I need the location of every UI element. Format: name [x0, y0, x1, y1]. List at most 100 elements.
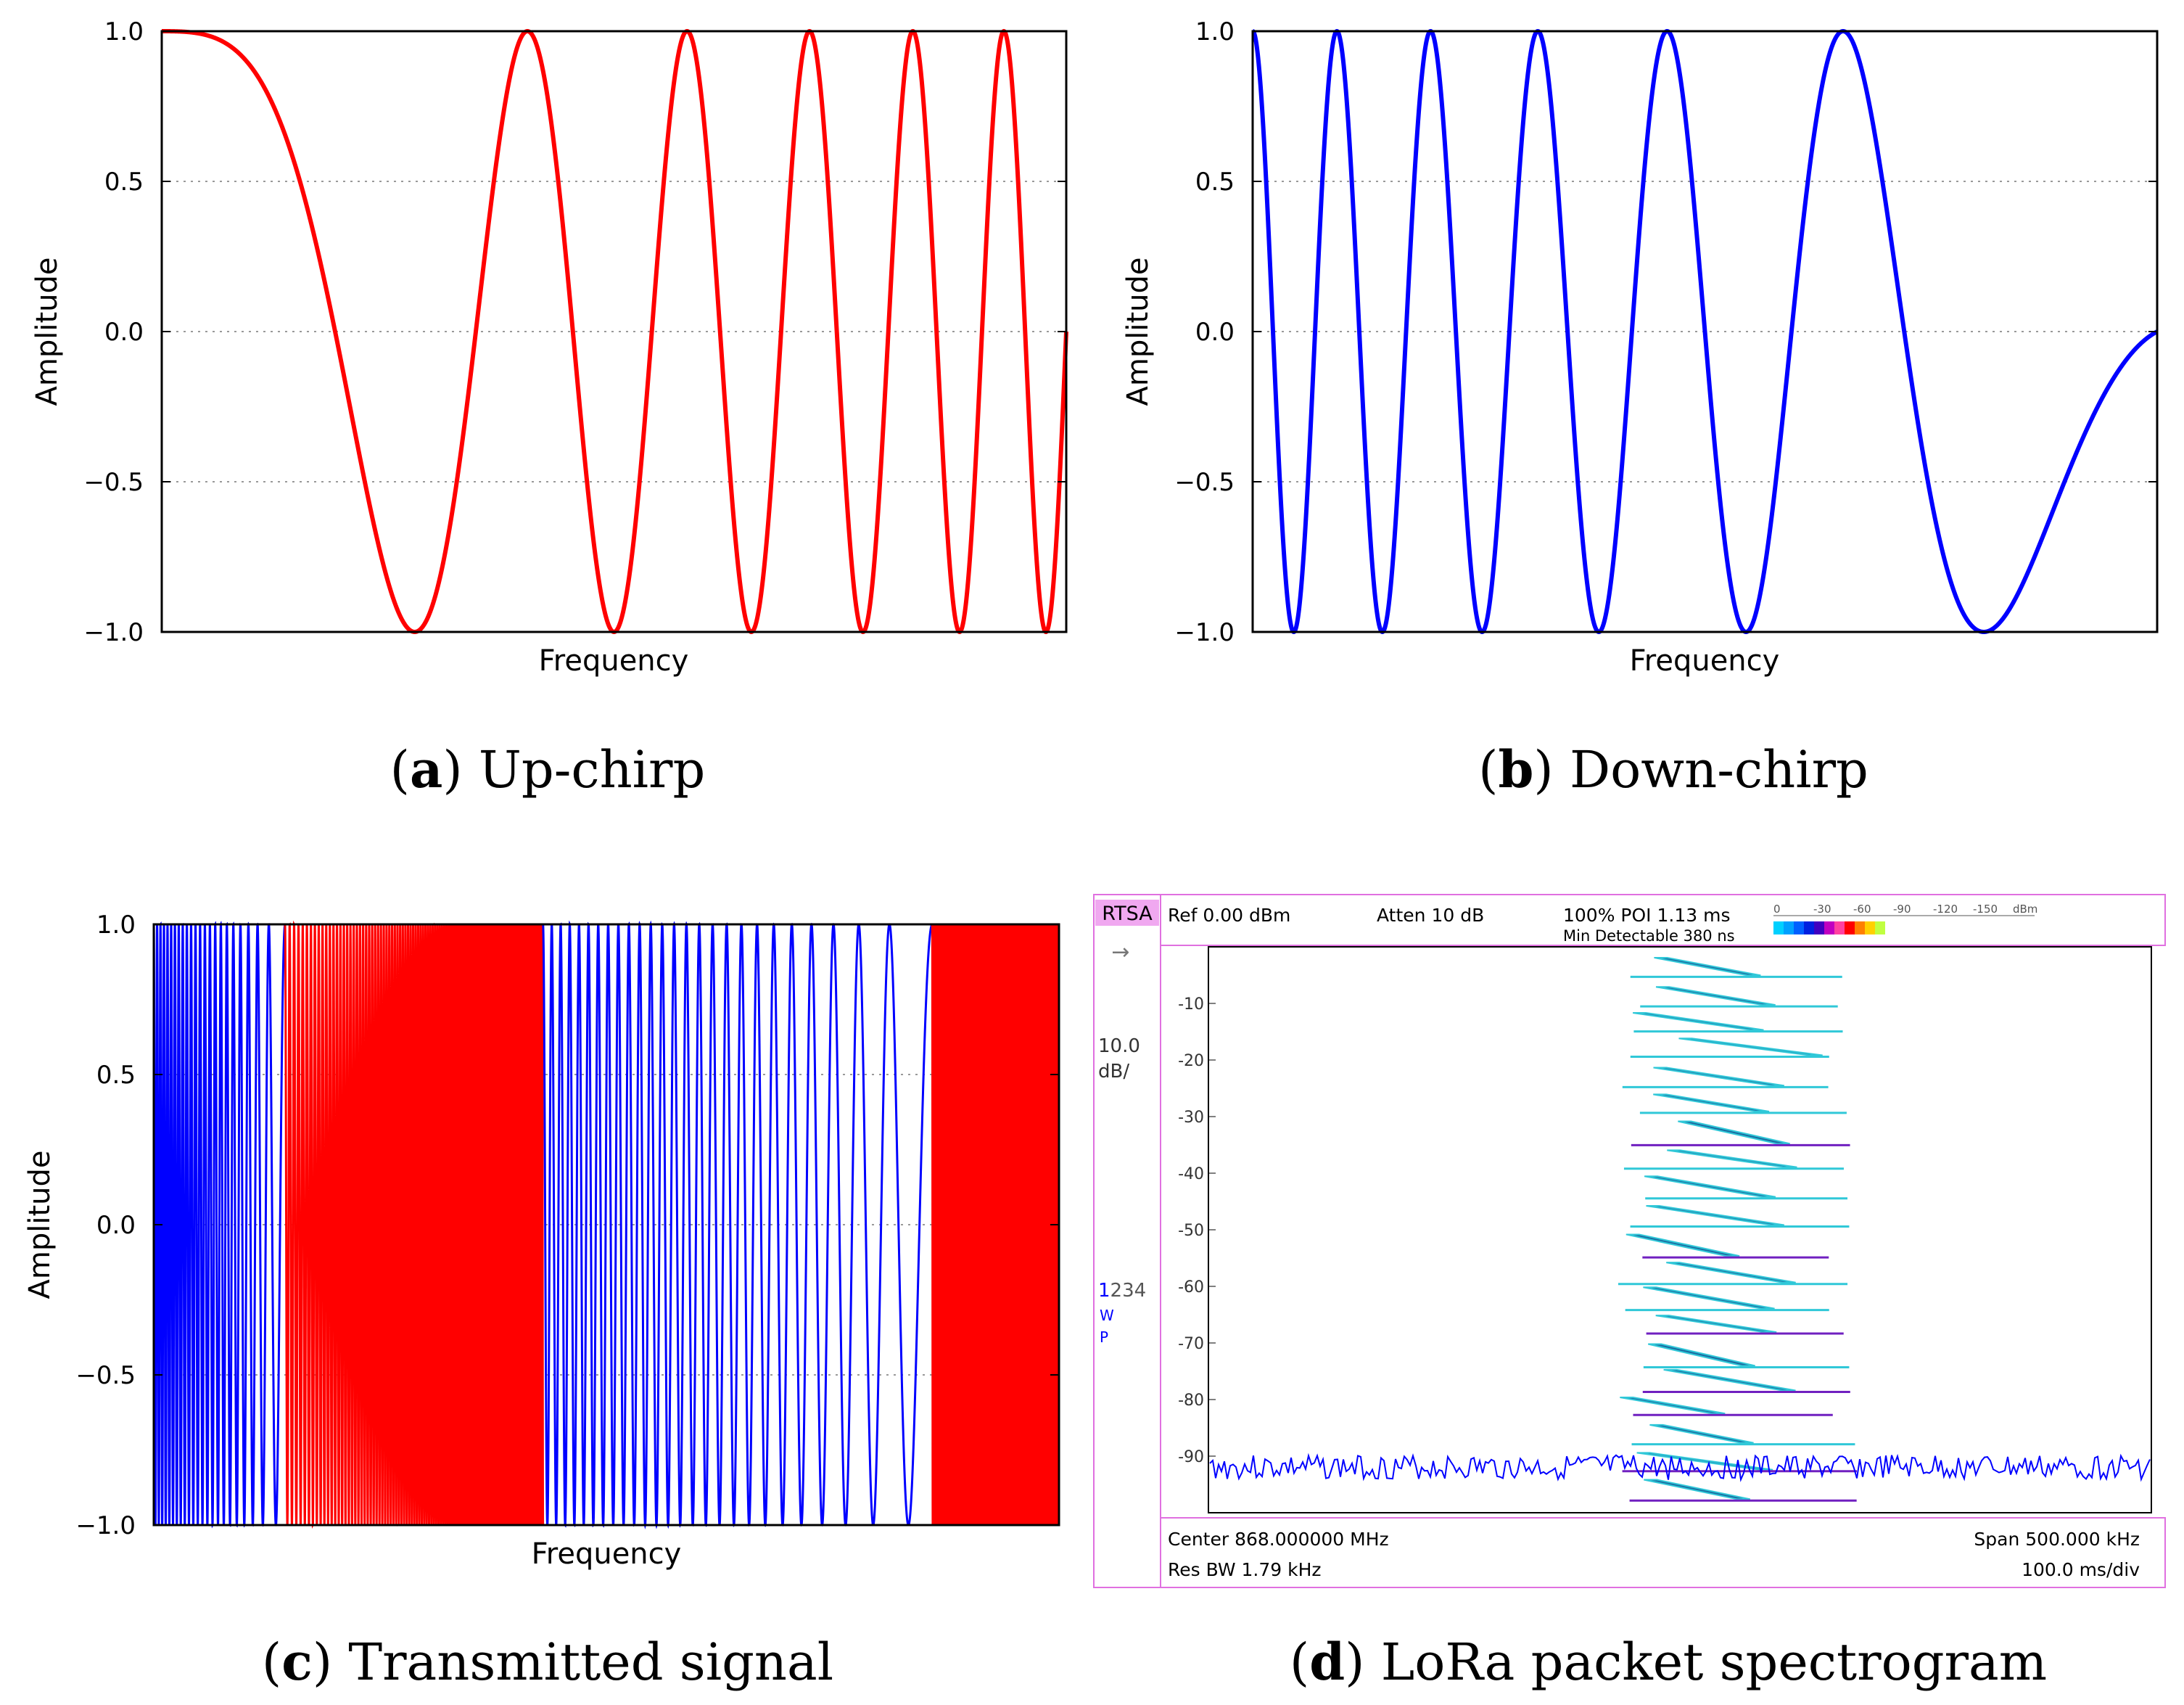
spectrogram-y-tick-label: -80 — [1178, 1392, 1204, 1410]
up-chirp-curve — [162, 28, 1068, 635]
x-axis-label: Frequency — [539, 644, 689, 678]
chirp-symbol — [1667, 1149, 1797, 1168]
mode-badge — [1095, 900, 1159, 926]
caption-a: (a) Up-chirp — [390, 739, 706, 800]
panel-transmitted-signal: 1.0 0.5 0.0 −0.5 −1.0 Frequency Amplitud… — [23, 911, 1060, 1692]
spectrogram-y-tick-label: -10 — [1178, 995, 1204, 1014]
trace-p-label: P — [1100, 1328, 1108, 1346]
attenuation: Atten 10 dB — [1377, 905, 1484, 926]
chirp-symbol — [1666, 1262, 1796, 1283]
signal-segment-3 — [542, 920, 934, 1529]
signal-segment-1 — [152, 920, 287, 1529]
center-frequency: Center 868.000000 MHz — [1168, 1529, 1389, 1550]
down-chirp-curve — [1251, 28, 2159, 635]
chirp-symbol — [1654, 956, 1761, 977]
caption-c: (c) Transmitted signal — [262, 1632, 833, 1692]
y-tick-marks — [162, 30, 1066, 633]
chirp-symbol — [1643, 1286, 1775, 1310]
y-tick-label: −0.5 — [83, 468, 144, 497]
chirp-symbol — [1649, 1423, 1754, 1444]
colorbar-swatch — [1784, 921, 1794, 934]
colorbar-swatch — [1804, 921, 1814, 934]
chirp-symbol — [1655, 1315, 1777, 1334]
y-tick-label: −1.0 — [75, 1511, 136, 1540]
x-axis-label: Frequency — [532, 1537, 682, 1571]
spectrogram-y-tick-label: -90 — [1178, 1448, 1204, 1466]
chirp-symbol — [1644, 1175, 1776, 1198]
spectrogram-y-tick-label: -20 — [1178, 1052, 1204, 1070]
chirp-symbol — [1625, 1233, 1740, 1257]
y-tick-label: −1.0 — [1174, 618, 1235, 647]
spectrogram-y-tick-label: -40 — [1178, 1165, 1204, 1183]
colorbar-label: -150 — [1973, 903, 1998, 916]
trace-indicators: 1234 — [1098, 1280, 1146, 1302]
colorbar-label: dBm — [2013, 903, 2037, 916]
x-axis-label: Frequency — [1630, 644, 1780, 678]
time-per-division: 100.0 ms/div — [2022, 1559, 2140, 1580]
chirp-symbol — [1663, 1368, 1796, 1392]
chirp-symbol — [1620, 1397, 1726, 1415]
poi-readout: 100% POI 1.13 ms — [1563, 905, 1730, 926]
y-tick-label: 0.0 — [1195, 318, 1235, 347]
spectrogram-y-tick-label: -30 — [1178, 1109, 1204, 1127]
colorbar-swatch — [1845, 921, 1855, 934]
spectrogram-y-tick-label: -70 — [1178, 1335, 1204, 1353]
y-tick-label: 1.0 — [96, 911, 136, 940]
colorbar-swatch — [1814, 921, 1824, 934]
ref-level: Ref 0.00 dBm — [1168, 905, 1290, 926]
colorbar-swatch — [1794, 921, 1804, 934]
chirp-symbol — [1655, 986, 1776, 1006]
transmitted-signal-curves — [152, 920, 1060, 1529]
frame-top-bar — [1160, 894, 2166, 946]
arrow-icon: → — [1111, 940, 1129, 965]
trace-w-label: W — [1100, 1307, 1114, 1324]
spectrogram-y-tick-label: -50 — [1178, 1222, 1204, 1240]
chirp-symbol — [1644, 1479, 1751, 1500]
chirp-symbol — [1633, 1011, 1764, 1031]
scale-unit: dB/ — [1098, 1061, 1129, 1082]
y-tick-marks — [1253, 30, 2157, 633]
colorbar-swatch — [1875, 921, 1885, 934]
spectrogram-y-ticks: -10 -20 -30 -40 -50 -60 -70 -80 -90 — [1178, 995, 1216, 1466]
signal-segment-4 — [931, 924, 1060, 1527]
caption-b: (b) Down-chirp — [1478, 739, 1868, 800]
panel-up-chirp: 1.0 0.5 0.0 −0.5 −1.0 Frequency Amplitud… — [30, 17, 1068, 800]
colorbar-swatch — [1855, 921, 1865, 934]
spectrogram-y-tick-label: -60 — [1178, 1278, 1204, 1297]
resolution-bandwidth: Res BW 1.79 kHz — [1168, 1559, 1322, 1580]
spectrogram-chirps — [1618, 956, 1857, 1502]
y-axis-label: Amplitude — [23, 1151, 57, 1299]
mode-label: RTSA — [1102, 903, 1153, 925]
axes-frame — [160, 30, 1068, 633]
chirp-symbol — [1646, 1204, 1784, 1226]
y-tick-label: 0.5 — [104, 168, 144, 197]
y-tick-label: 0.5 — [96, 1061, 136, 1090]
signal-segment-2 — [284, 920, 545, 1529]
y-tick-label: 1.0 — [104, 17, 144, 46]
colorbar-label: -90 — [1893, 903, 1911, 916]
y-axis-label: Amplitude — [30, 258, 64, 406]
y-tick-label: 1.0 — [1195, 17, 1235, 46]
frame-left-bar — [1093, 894, 1161, 1588]
y-tick-label: −0.5 — [1174, 468, 1235, 497]
span: Span 500.000 kHz — [1974, 1529, 2140, 1550]
colorbar-swatch — [1865, 921, 1875, 934]
spectrogram-plot-area — [1208, 946, 2152, 1513]
colorbar-swatch — [1773, 921, 1784, 934]
min-detectable: Min Detectable 380 ns — [1563, 927, 1735, 945]
colorbar-label: -30 — [1813, 903, 1831, 916]
colorbar-label: 0 — [1773, 903, 1781, 916]
chirp-symbol — [1647, 1343, 1755, 1367]
caption-d: (d) LoRa packet spectrogram — [1290, 1632, 2047, 1692]
y-axis-label: Amplitude — [1121, 258, 1155, 406]
y-tick-label: −1.0 — [83, 618, 144, 647]
chirp-symbol — [1653, 1093, 1770, 1112]
chirp-symbol — [1678, 1120, 1790, 1145]
panel-down-chirp: 1.0 0.5 0.0 −0.5 −1.0 Frequency Amplitud… — [1121, 17, 2159, 800]
spectrum-trace — [1209, 1453, 2151, 1482]
y-tick-label: −0.5 — [75, 1361, 136, 1390]
y-tick-label: 0.0 — [104, 318, 144, 347]
scale-value: 10.0 — [1098, 1035, 1140, 1057]
y-tick-marks — [154, 924, 1059, 1526]
chirp-symbol — [1678, 1038, 1823, 1056]
